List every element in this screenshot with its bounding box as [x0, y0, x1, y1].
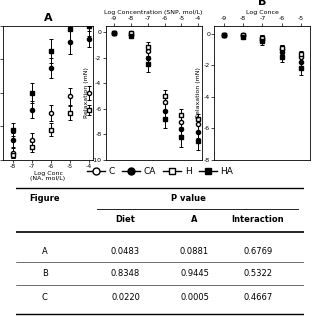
Text: 0.0881: 0.0881 — [180, 247, 209, 256]
Text: 0.9445: 0.9445 — [180, 269, 209, 278]
Text: 0.8348: 0.8348 — [111, 269, 140, 278]
Text: A: A — [42, 247, 48, 256]
Text: 0.5322: 0.5322 — [244, 269, 272, 278]
Text: Interaction: Interaction — [232, 215, 284, 224]
Text: P value: P value — [172, 194, 206, 203]
Text: 0.4667: 0.4667 — [243, 292, 273, 302]
Y-axis label: Relaxation (mN): Relaxation (mN) — [84, 68, 89, 118]
Text: C: C — [42, 292, 48, 302]
Text: Figure: Figure — [29, 194, 60, 203]
Text: Diet: Diet — [116, 215, 135, 224]
Title: B: B — [258, 0, 267, 7]
Text: 0.0483: 0.0483 — [111, 247, 140, 256]
Legend: C, CA, H, HA: C, CA, H, HA — [83, 163, 237, 179]
Text: A: A — [191, 215, 198, 224]
X-axis label: Log Conc
(NA, mol/L): Log Conc (NA, mol/L) — [30, 171, 66, 181]
Text: 0.6769: 0.6769 — [243, 247, 273, 256]
X-axis label: Log Conce: Log Conce — [246, 10, 279, 15]
Text: 0.0220: 0.0220 — [111, 292, 140, 302]
Text: 0.0005: 0.0005 — [180, 292, 209, 302]
Text: B: B — [42, 269, 48, 278]
Title: A: A — [44, 13, 52, 23]
X-axis label: Log Concentration (SNP, mol/L): Log Concentration (SNP, mol/L) — [104, 10, 203, 15]
Y-axis label: Relaxation (mN): Relaxation (mN) — [196, 68, 201, 118]
